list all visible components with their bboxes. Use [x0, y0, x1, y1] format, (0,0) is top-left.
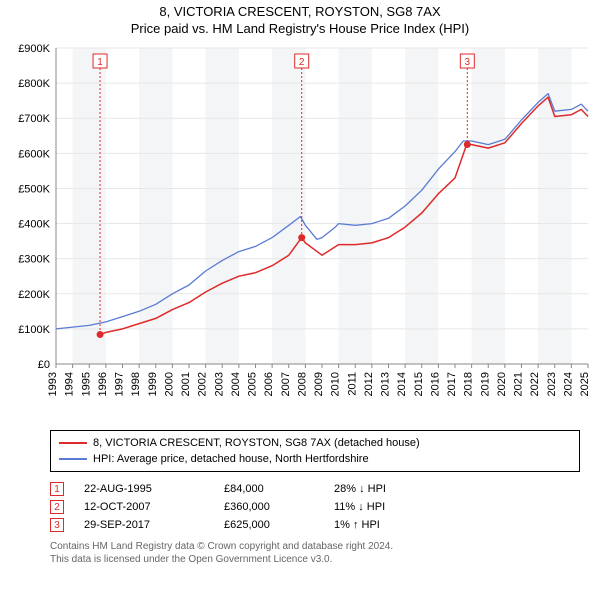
svg-text:2022: 2022 [529, 372, 541, 396]
sale-date-2: 12-OCT-2007 [84, 501, 224, 513]
sale-row-1: 1 22-AUG-1995 £84,000 28% ↓ HPI [50, 480, 580, 498]
svg-text:2013: 2013 [380, 372, 392, 396]
svg-text:2018: 2018 [463, 372, 475, 396]
sale-date-3: 29-SEP-2017 [84, 519, 224, 531]
sale-marker-2: 2 [50, 500, 64, 514]
svg-text:£900K: £900K [18, 43, 50, 55]
footer-line1: Contains HM Land Registry data © Crown c… [50, 540, 580, 553]
svg-text:2004: 2004 [230, 372, 242, 396]
svg-text:£0: £0 [38, 359, 50, 371]
legend-box: 8, VICTORIA CRESCENT, ROYSTON, SG8 7AX (… [50, 430, 580, 472]
legend-swatch-property [59, 442, 87, 444]
sale-price-1: £84,000 [224, 483, 334, 495]
svg-text:1: 1 [97, 57, 103, 68]
svg-text:2014: 2014 [396, 372, 408, 396]
legend-label-hpi: HPI: Average price, detached house, Nort… [93, 453, 369, 465]
chart-title-address: 8, VICTORIA CRESCENT, ROYSTON, SG8 7AX [0, 4, 600, 19]
chart-area: £0 £100K £200K £300K £400K £500K £600K £700K £80… [0, 42, 600, 422]
svg-text:2019: 2019 [479, 372, 491, 396]
svg-text:£600K: £600K [18, 148, 50, 160]
sale-row-3: 3 29-SEP-2017 £625,000 1% ↑ HPI [50, 516, 580, 534]
svg-text:2017: 2017 [446, 372, 458, 396]
sale-price-2: £360,000 [224, 501, 334, 513]
sale-diff-3: 1% ↑ HPI [334, 519, 444, 531]
svg-text:2016: 2016 [429, 372, 441, 396]
svg-text:2006: 2006 [263, 372, 275, 396]
svg-text:2005: 2005 [247, 372, 259, 396]
svg-text:1997: 1997 [114, 372, 126, 396]
svg-text:2011: 2011 [346, 372, 358, 396]
svg-text:£400K: £400K [18, 219, 50, 231]
svg-text:2025: 2025 [579, 372, 591, 396]
sale-diff-1: 28% ↓ HPI [334, 483, 444, 495]
svg-text:1993: 1993 [47, 372, 59, 396]
chart-title-block: 8, VICTORIA CRESCENT, ROYSTON, SG8 7AX P… [0, 0, 600, 42]
sales-table: 1 22-AUG-1995 £84,000 28% ↓ HPI 2 12-OCT… [50, 480, 580, 534]
sale-marker-3: 3 [50, 518, 64, 532]
sale-diff-2: 11% ↓ HPI [334, 501, 444, 513]
line-chart-svg: £0 £100K £200K £300K £400K £500K £600K £700K £80… [0, 42, 600, 422]
svg-text:2023: 2023 [546, 372, 558, 396]
svg-text:£700K: £700K [18, 113, 50, 125]
svg-text:£300K: £300K [18, 254, 50, 266]
svg-text:2020: 2020 [496, 372, 508, 396]
svg-text:3: 3 [465, 57, 471, 68]
svg-text:2001: 2001 [180, 372, 192, 396]
svg-text:2015: 2015 [413, 372, 425, 396]
svg-text:1998: 1998 [130, 372, 142, 396]
footer-attribution: Contains HM Land Registry data © Crown c… [50, 540, 580, 566]
sale-row-2: 2 12-OCT-2007 £360,000 11% ↓ HPI [50, 498, 580, 516]
svg-text:1995: 1995 [80, 372, 92, 396]
legend-item-property: 8, VICTORIA CRESCENT, ROYSTON, SG8 7AX (… [59, 435, 571, 451]
sale-price-3: £625,000 [224, 519, 334, 531]
svg-text:£500K: £500K [18, 183, 50, 195]
svg-text:2012: 2012 [363, 372, 375, 396]
svg-text:£800K: £800K [18, 78, 50, 90]
svg-text:2008: 2008 [296, 372, 308, 396]
svg-text:2024: 2024 [562, 372, 574, 396]
legend-label-property: 8, VICTORIA CRESCENT, ROYSTON, SG8 7AX (… [93, 437, 420, 449]
svg-text:£200K: £200K [18, 289, 50, 301]
svg-text:1994: 1994 [64, 372, 76, 396]
svg-text:2009: 2009 [313, 372, 325, 396]
sale-marker-1: 1 [50, 482, 64, 496]
svg-text:2021: 2021 [513, 372, 525, 396]
svg-text:2003: 2003 [213, 372, 225, 396]
legend-item-hpi: HPI: Average price, detached house, Nort… [59, 451, 571, 467]
svg-text:1996: 1996 [97, 372, 109, 396]
svg-text:£100K: £100K [18, 324, 50, 336]
footer-line2: This data is licensed under the Open Gov… [50, 553, 580, 566]
svg-text:2007: 2007 [280, 372, 292, 396]
legend-swatch-hpi [59, 458, 87, 460]
svg-text:2: 2 [299, 57, 305, 68]
svg-text:2010: 2010 [330, 372, 342, 396]
chart-title-sub: Price paid vs. HM Land Registry's House … [0, 21, 600, 36]
sale-date-1: 22-AUG-1995 [84, 483, 224, 495]
svg-text:2002: 2002 [197, 372, 209, 396]
svg-text:2000: 2000 [163, 372, 175, 396]
svg-text:1999: 1999 [147, 372, 159, 396]
